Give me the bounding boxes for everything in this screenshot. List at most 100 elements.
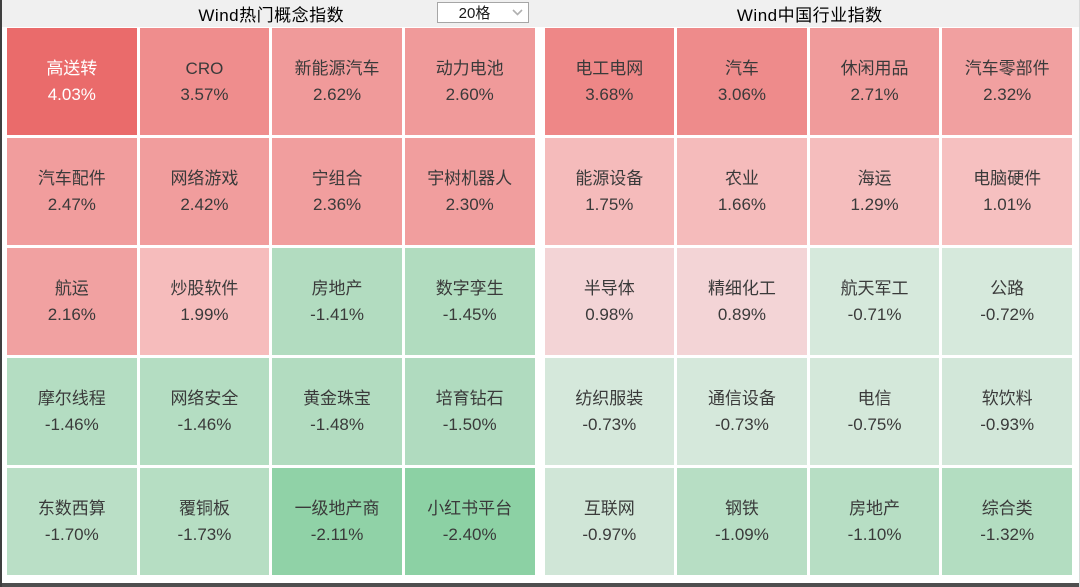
heatmap-tile[interactable]: 高送转 4.03% [7, 28, 137, 135]
tile-name: 综合类 [981, 498, 1033, 518]
tile-change-value: -0.75% [847, 414, 902, 434]
tile-change-value: -1.41% [310, 304, 364, 324]
tile-name: 房地产 [311, 278, 363, 298]
tile-change-value: 0.98% [585, 304, 634, 324]
tile-name: 黄金珠宝 [303, 388, 372, 408]
heatmap-tile[interactable]: 数字孪生 -1.45% [404, 248, 535, 355]
heatmap-tile[interactable]: 小红书平台 -2.40% [404, 468, 535, 575]
concept-panel-header: Wind热门概念指数 20格 [2, 0, 541, 27]
heatmap-tile[interactable]: 新能源汽车 2.62% [272, 28, 402, 135]
heatmap-tile[interactable]: 通信设备 -0.73% [677, 358, 807, 465]
tile-change-value: 0.89% [717, 304, 767, 324]
tile-name: 精细化工 [707, 278, 776, 298]
tile-name: 纺织服装 [575, 388, 644, 408]
heatmap-tile[interactable]: 软饮料 -0.93% [942, 358, 1072, 465]
tile-name: 农业 [724, 168, 759, 188]
tile-change-value: -0.97% [582, 524, 637, 544]
tile-name: 房地产 [849, 498, 901, 518]
tile-change-value: 2.16% [47, 304, 96, 324]
heatmap-tile[interactable]: 电工电网 3.68% [544, 28, 675, 135]
tile-name: 能源设备 [575, 168, 644, 188]
window-bottom-edge [2, 583, 1079, 587]
tile-change-value: 1.99% [180, 304, 229, 324]
tile-change-value: -1.09% [715, 524, 769, 544]
tile-name: 电脑硬件 [973, 168, 1042, 188]
heatmap-tile[interactable]: 汽车配件 2.47% [7, 138, 137, 245]
heatmap-tile[interactable]: 宇树机器人 2.30% [404, 138, 535, 245]
heatmap-tile[interactable]: 汽车 3.06% [677, 28, 807, 135]
tile-change-value: -1.10% [847, 524, 902, 544]
tile-name: 互联网 [583, 498, 635, 518]
tile-name: 网络安全 [170, 388, 239, 408]
heatmap-tile[interactable]: 海运 1.29% [809, 138, 940, 245]
heatmap-tile[interactable]: 摩尔线程 -1.46% [7, 358, 137, 465]
grid-count-value: 20格 [458, 5, 491, 22]
tile-change-value: 3.57% [180, 84, 229, 104]
grid-count-select[interactable]: 20格 [436, 2, 529, 23]
heatmap-tile[interactable]: 综合类 -1.32% [942, 468, 1072, 575]
tile-change-value: 1.75% [585, 194, 634, 214]
heatmap-tile[interactable]: 宁组合 2.36% [272, 138, 402, 245]
heatmap-tile[interactable]: 动力电池 2.60% [404, 28, 535, 135]
heatmap-tile[interactable]: 房地产 -1.41% [272, 248, 402, 355]
heatmap-tile[interactable]: 黄金珠宝 -1.48% [272, 358, 402, 465]
heatmap-panels: 高送转 4.03% CRO 3.57% 新能源汽车 2.62% 动力电池 2.60% 汽车配件 2… [2, 27, 1079, 575]
heatmap-tile[interactable]: 半导体 0.98% [544, 248, 675, 355]
heatmap-tile[interactable]: 农业 1.66% [677, 138, 807, 245]
tile-name: 培育钻石 [435, 388, 504, 408]
tile-name: 软饮料 [981, 388, 1033, 408]
tile-name: 一级地产商 [294, 498, 380, 518]
tile-name: 小红书平台 [427, 498, 513, 518]
tile-change-value: 2.42% [180, 194, 229, 214]
heatmap-tile[interactable]: 一级地产商 -2.11% [272, 468, 402, 575]
heatmap-tile[interactable]: 互联网 -0.97% [544, 468, 675, 575]
heatmap-tile[interactable]: 精细化工 0.89% [677, 248, 807, 355]
tile-change-value: -1.46% [177, 414, 232, 434]
tile-name: 电工电网 [575, 58, 644, 78]
heatmap-tile[interactable]: 钢铁 -1.09% [677, 468, 807, 575]
tile-name: 半导体 [583, 278, 635, 298]
heatmap-tile[interactable]: 公路 -0.72% [942, 248, 1072, 355]
tile-change-value: 2.30% [445, 194, 494, 214]
heatmap-tile[interactable]: 能源设备 1.75% [544, 138, 675, 245]
header-band: Wind热门概念指数 20格 Wind中国行业指数 [2, 0, 1079, 27]
tile-name: 通信设备 [707, 388, 776, 408]
tile-change-value: 2.47% [47, 194, 96, 214]
tile-change-value: 3.68% [585, 84, 634, 104]
tile-name: 航运 [54, 278, 89, 298]
heatmap-tile[interactable]: 培育钻石 -1.50% [404, 358, 535, 465]
heatmap-tile[interactable]: 电信 -0.75% [809, 358, 940, 465]
heatmap-tile[interactable]: 纺织服装 -0.73% [544, 358, 675, 465]
tile-change-value: -2.40% [442, 524, 497, 544]
heatmap-tile[interactable]: 炒股软件 1.99% [139, 248, 270, 355]
tile-change-value: -0.93% [980, 414, 1035, 434]
tile-name: 钢铁 [724, 498, 759, 518]
concept-panel-title: Wind热门概念指数 [198, 6, 345, 25]
tile-change-value: 2.32% [983, 84, 1032, 104]
tile-change-value: 1.66% [717, 194, 767, 214]
heatmap-tile[interactable]: 休闲用品 2.71% [809, 28, 940, 135]
heatmap-tile[interactable]: 网络安全 -1.46% [139, 358, 270, 465]
tile-name: 覆铜板 [178, 498, 230, 518]
tile-change-value: -1.45% [442, 304, 497, 324]
heatmap-tile[interactable]: 航运 2.16% [7, 248, 137, 355]
tile-name: 宁组合 [311, 168, 363, 188]
tile-change-value: 2.71% [850, 84, 899, 104]
heatmap-tile[interactable]: 东数西算 -1.70% [7, 468, 137, 575]
tile-change-value: -1.50% [442, 414, 497, 434]
tile-change-value: -1.46% [44, 414, 99, 434]
heatmap-tile[interactable]: 汽车零部件 2.32% [942, 28, 1072, 135]
heatmap-tile[interactable]: 覆铜板 -1.73% [139, 468, 270, 575]
heatmap-tile[interactable]: 房地产 -1.10% [809, 468, 940, 575]
heatmap-tile[interactable]: 电脑硬件 1.01% [942, 138, 1072, 245]
heatmap-tile[interactable]: 航天军工 -0.71% [809, 248, 940, 355]
tile-change-value: 1.01% [983, 194, 1032, 214]
tile-name: 高送转 [46, 58, 98, 78]
tile-name: 汽车 [724, 58, 759, 78]
heatmap-tile[interactable]: 网络游戏 2.42% [139, 138, 270, 245]
chevron-down-icon [508, 9, 528, 16]
tile-name: 数字孪生 [435, 278, 504, 298]
heatmap-tile[interactable]: CRO 3.57% [139, 28, 270, 135]
tile-name: 休闲用品 [840, 58, 909, 78]
